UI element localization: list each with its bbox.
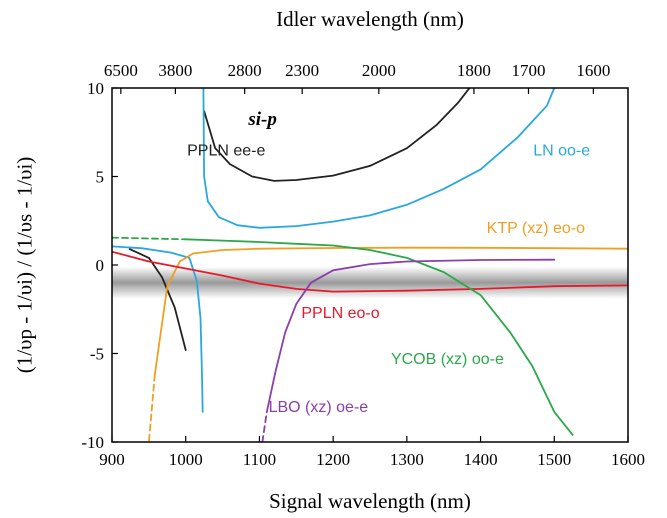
- series-line-segment-10: [261, 411, 268, 442]
- x-tick-label: 1200: [316, 450, 350, 469]
- top-tick-label: 6500: [104, 61, 138, 80]
- x-tick-label: 1400: [464, 450, 498, 469]
- y-tick-label: 10: [87, 79, 104, 98]
- top-tick-label: 2300: [285, 61, 319, 80]
- x-tick-label: 1000: [169, 450, 203, 469]
- series-line-segment-8: [112, 236, 187, 241]
- series-line-ppln-eo-o: [112, 250, 628, 293]
- series-label: KTP (xz) eo-o: [487, 220, 586, 237]
- x-tick-label: 1600: [611, 450, 645, 469]
- uncertainty-band: [112, 266, 628, 299]
- ticks-layer: 900 1000 1100 1200 1300 1400 1500 1600 -10 -5 0 5 10…: [81, 61, 645, 469]
- x-axis-title: Signal wavelength (nm): [269, 489, 471, 513]
- top-tick-label: 1800: [457, 61, 491, 80]
- y-tick-label: 0: [96, 256, 105, 275]
- series-label: LBO (xz) oe-e: [269, 399, 369, 416]
- top-axis-title: Idler wavelength (nm): [276, 7, 464, 31]
- x-tick-label: 1500: [537, 450, 571, 469]
- series-layer: [112, 88, 628, 442]
- y-tick-label: -10: [81, 433, 104, 452]
- annotation-si-p: si-p: [247, 109, 277, 130]
- y-tick-label: -5: [90, 345, 104, 364]
- top-tick-label: 3800: [158, 61, 192, 80]
- top-tick-label: 2000: [362, 61, 396, 80]
- series-line-segment-5: [148, 373, 156, 442]
- series-label: PPLN ee-e: [187, 142, 265, 159]
- series-label: LN oo-e: [533, 142, 590, 159]
- series-line-segment-1: [128, 248, 187, 351]
- series-line-lbo-xz-oe-e: [265, 258, 556, 413]
- top-tick-label: 2800: [228, 61, 262, 80]
- series-labels-layer: PPLN ee-e LN oo-e KTP (xz) eo-o PPLN eo-o YC…: [187, 142, 590, 416]
- top-tick-label: 1700: [511, 61, 545, 80]
- series-label: YCOB (xz) oo-e: [391, 351, 504, 368]
- series-label: PPLN eo-o: [301, 305, 379, 322]
- x-tick-label: 900: [99, 450, 125, 469]
- series-line-ycob-xz-oo-e: [184, 238, 574, 436]
- series-line-ppln-ee-e: [203, 88, 471, 182]
- x-tick-label: 1100: [243, 450, 276, 469]
- y-tick-label: 5: [96, 168, 105, 187]
- series-line-ktp-xz-eo-o: [153, 246, 628, 376]
- top-tick-label: 1600: [576, 61, 610, 80]
- y-axis-title: (1/υp - 1/υi) / (1/υs - 1/υi): [12, 157, 36, 374]
- x-tick-label: 1300: [390, 450, 424, 469]
- series-line-ln-oo-e: [202, 88, 556, 229]
